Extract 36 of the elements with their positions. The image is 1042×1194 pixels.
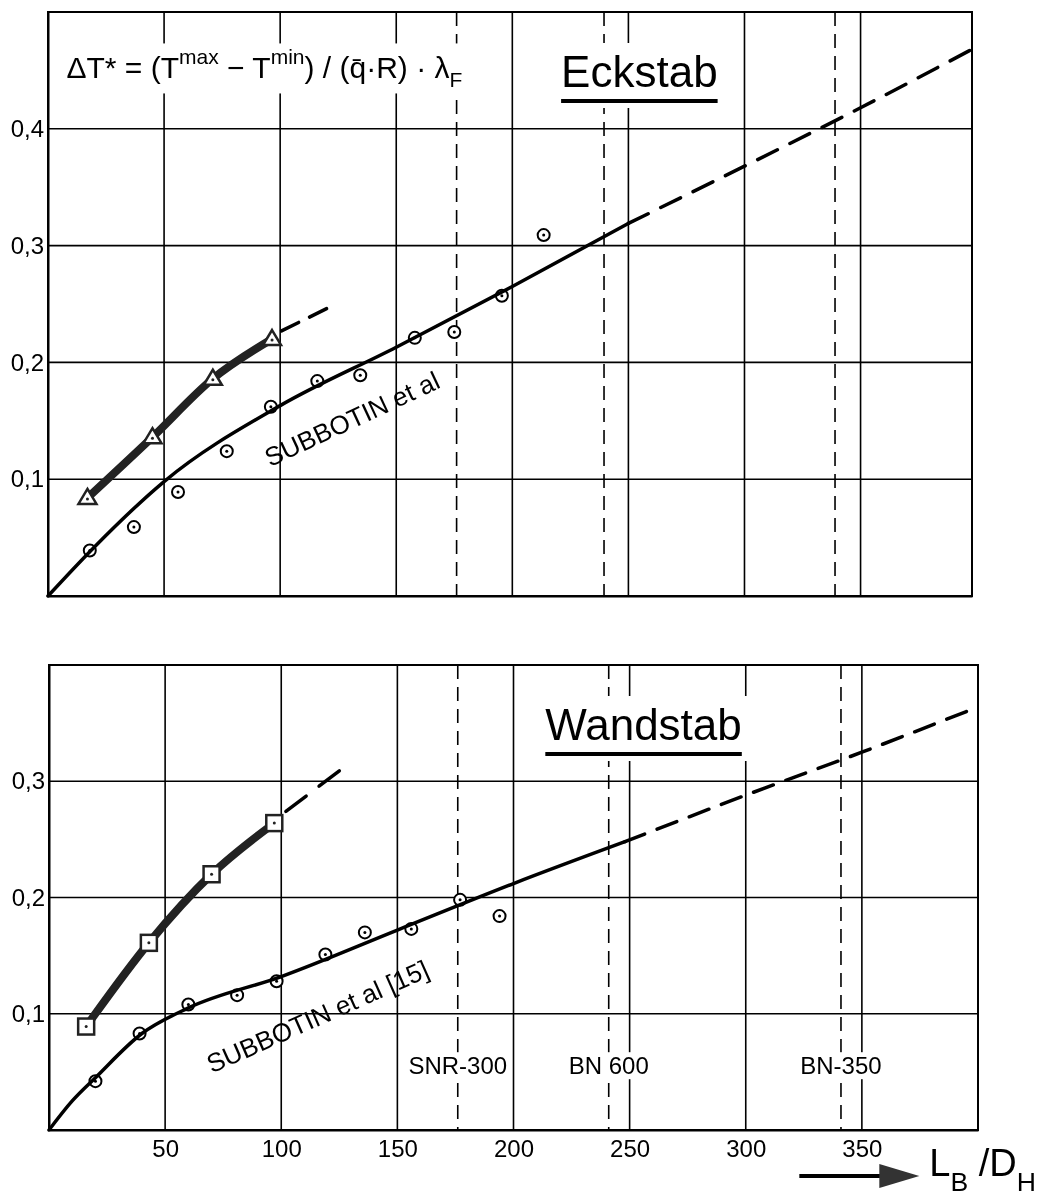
- point: [139, 933, 159, 953]
- text: Eckstab: [561, 47, 718, 96]
- y-tick-label: 0,3: [11, 767, 45, 795]
- y-tick-label: 0,3: [10, 231, 44, 259]
- point: [536, 228, 551, 243]
- point: [77, 487, 98, 506]
- point: [76, 1017, 96, 1036]
- y-tick-label: 0,2: [11, 883, 45, 911]
- point: [357, 925, 372, 940]
- x-axis-title: L$_{B}$ /D$_{H}$: [929, 1142, 1036, 1194]
- x-tick-label: 250: [610, 1135, 651, 1163]
- y-tick-label: 0,1: [10, 465, 44, 493]
- x-tick-label: 300: [726, 1135, 767, 1163]
- y-tick-label: 0,1: [11, 999, 45, 1027]
- ref-line-label: BN 600: [568, 1052, 649, 1080]
- x-tick-label: 50: [152, 1135, 179, 1163]
- point: [126, 520, 141, 535]
- point: [447, 325, 462, 340]
- point: [492, 909, 507, 924]
- y-tick-label: 0,4: [10, 114, 44, 142]
- point: [142, 426, 163, 445]
- x-tick-label: 150: [377, 1135, 418, 1163]
- y-tick-label: 0,2: [10, 348, 44, 376]
- point: [202, 368, 224, 386]
- x-tick-label: 350: [842, 1135, 883, 1163]
- text: Wandstab: [545, 700, 742, 749]
- ref-line-label: BN-350: [800, 1052, 882, 1080]
- point: [219, 444, 234, 459]
- point: [202, 865, 221, 884]
- x-tick-label: 200: [493, 1135, 535, 1163]
- point: [353, 368, 368, 383]
- x-tick-label: 100: [261, 1135, 302, 1163]
- point: [171, 485, 186, 500]
- point: [265, 813, 284, 833]
- annotation: ΔT* = (T$^{max}$ − T$^{min}$) / (q̄·R) · λ$_{F}$: [66, 45, 463, 92]
- ref-line-label: SNR-300: [408, 1052, 508, 1080]
